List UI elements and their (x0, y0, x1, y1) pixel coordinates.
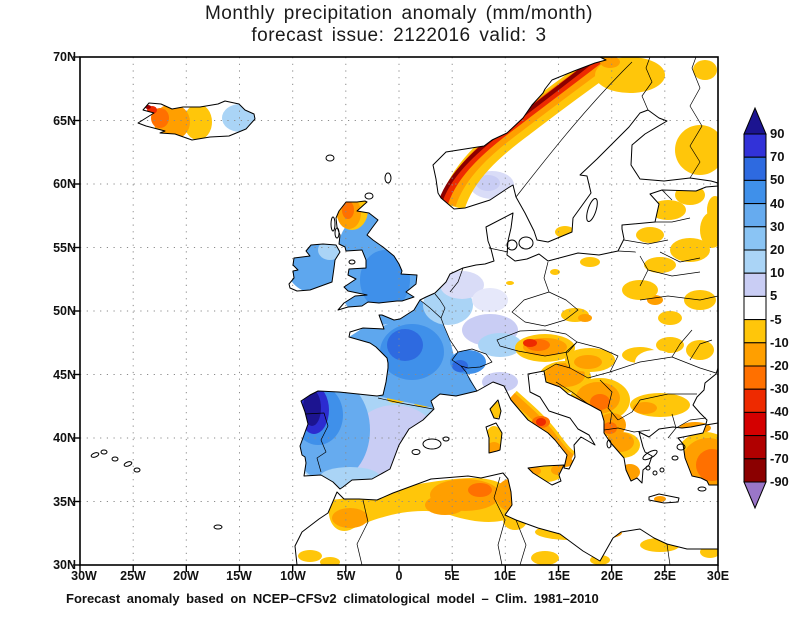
lon-label: 25E (653, 569, 677, 583)
colorbar-label: -10 (770, 334, 789, 350)
plot-frame (79, 56, 719, 566)
colorbar-label: -30 (770, 381, 789, 397)
lon-label: 30E (706, 569, 730, 583)
colorbar-label: 40 (770, 195, 785, 211)
colorbar-label: 5 (770, 288, 778, 304)
lon-label: 15E (547, 569, 571, 583)
colorbar-label: -5 (770, 311, 782, 327)
colorbar-up-arrow (743, 106, 767, 135)
lat-label: 50N (53, 304, 76, 318)
colorbar-label: 30 (770, 218, 785, 234)
lat-label: 65N (53, 113, 76, 128)
colorbar-label: -70 (770, 450, 789, 466)
colorbar-label: 50 (770, 172, 785, 188)
lat-label: 60N (53, 177, 76, 191)
colorbar-label: -20 (770, 358, 789, 373)
colorbar-label: 90 (770, 126, 785, 141)
chart-caption: Forecast anomaly based on NCEP–CFSv2 cli… (66, 591, 599, 606)
lon-label: 15W (226, 569, 252, 583)
colorbar-down-arrow (743, 481, 767, 510)
lon-label: 25W (120, 569, 146, 583)
country-borders (304, 56, 719, 566)
lat-label: 45N (53, 367, 76, 382)
lon-label: 10W (280, 569, 306, 583)
colorbar-label: -50 (770, 427, 789, 443)
lon-label: 5E (444, 569, 460, 583)
lat-label: 35N (53, 494, 76, 509)
colorbar-label: 10 (770, 265, 785, 281)
colorbar-label: -40 (770, 404, 789, 420)
lon-label: 20W (173, 569, 199, 583)
colorbar-label: 70 (770, 149, 785, 165)
colorbar (743, 106, 767, 510)
colorbar-label: 20 (770, 242, 785, 257)
chart-title-line2: forecast issue: 2122016 valid: 3 (251, 25, 547, 46)
lon-label: 5W (336, 569, 356, 583)
lon-label: 0 (395, 569, 403, 583)
lat-label: 55N (53, 240, 76, 255)
lat-label: 70N (53, 50, 76, 64)
axis-ticks (73, 56, 719, 572)
colorbar-label: -90 (770, 474, 789, 489)
lon-label: 10E (493, 569, 517, 583)
chart-title-line1: Monthly precipitation anomaly (mm/month) (204, 3, 594, 24)
lon-label: 20E (600, 569, 624, 583)
lat-label: 40N (53, 431, 76, 445)
lon-label: 30W (71, 569, 97, 583)
lat-label: 30N (53, 558, 76, 572)
